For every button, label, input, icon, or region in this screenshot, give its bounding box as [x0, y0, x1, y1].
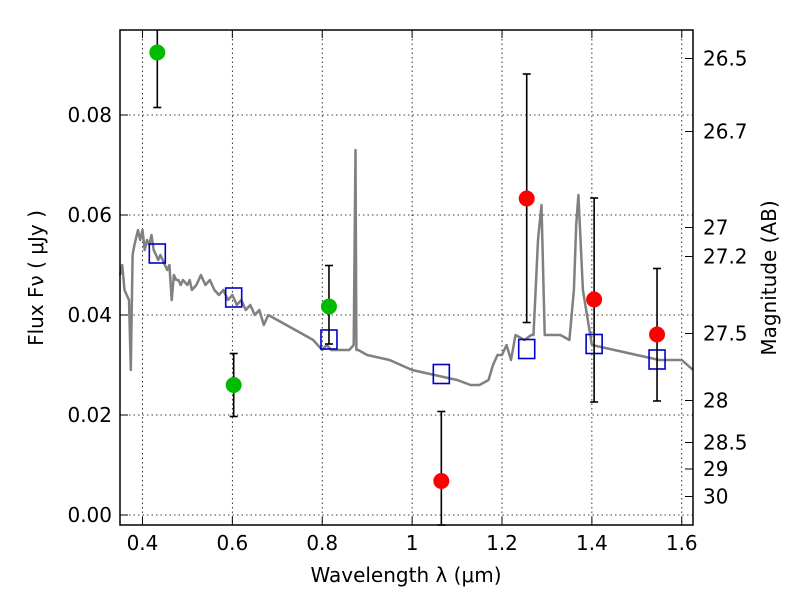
x-tick-label: 1	[406, 531, 419, 555]
plot-frame	[119, 29, 694, 526]
y-axis-label: Flux Fν ( μJy )	[24, 210, 48, 346]
y-tick-label: 0.02	[67, 403, 112, 427]
data-point	[433, 473, 450, 489]
x-axis-label: Wavelength λ (μm)	[310, 563, 501, 587]
x-tick-label: 0.8	[306, 531, 338, 555]
right-tick-label: 26.5	[703, 47, 748, 71]
right-tick-label: 27.2	[703, 245, 748, 269]
right-tick-label: 28.5	[703, 431, 748, 455]
x-tick-label: 1.6	[666, 531, 698, 555]
data-point	[149, 44, 166, 61]
right-tick-label: 27.5	[703, 322, 748, 346]
y-tick-label: 0.08	[67, 103, 112, 127]
axis-ticks: 0.4 0.6 0.8 1 1.2 1.4 1.6 0.00 0.02 0.04 0.06 0.08 2…	[67, 30, 748, 555]
model-square-point	[517, 338, 536, 360]
model-square-point	[432, 363, 451, 385]
data-point	[225, 377, 242, 393]
data-point	[320, 298, 337, 315]
right-tick-label: 26.7	[703, 120, 748, 144]
x-tick-label: 0.6	[216, 531, 248, 555]
grid-lines	[120, 30, 693, 525]
y-tick-label: 0.06	[67, 203, 112, 227]
right-tick-label: 29	[703, 457, 728, 481]
data-point	[649, 326, 666, 343]
spectrum-line	[118, 148, 694, 387]
y-tick-label: 0.04	[67, 303, 112, 327]
right-tick-label: 27	[703, 216, 728, 240]
x-tick-label: 1.2	[486, 531, 518, 555]
plot-series	[118, 30, 694, 526]
right-tick-label: 28	[703, 389, 728, 413]
model-square-point	[148, 243, 167, 264]
x-tick-label: 1.4	[576, 531, 608, 555]
right-axis-label: Magnitude (AB)	[757, 200, 781, 355]
data-point	[586, 291, 603, 308]
data-point	[518, 190, 535, 207]
x-tick-label: 0.4	[127, 531, 159, 555]
model-square-point	[224, 287, 243, 308]
right-tick-label: 30	[703, 485, 728, 509]
y-tick-label: 0.00	[67, 503, 112, 527]
